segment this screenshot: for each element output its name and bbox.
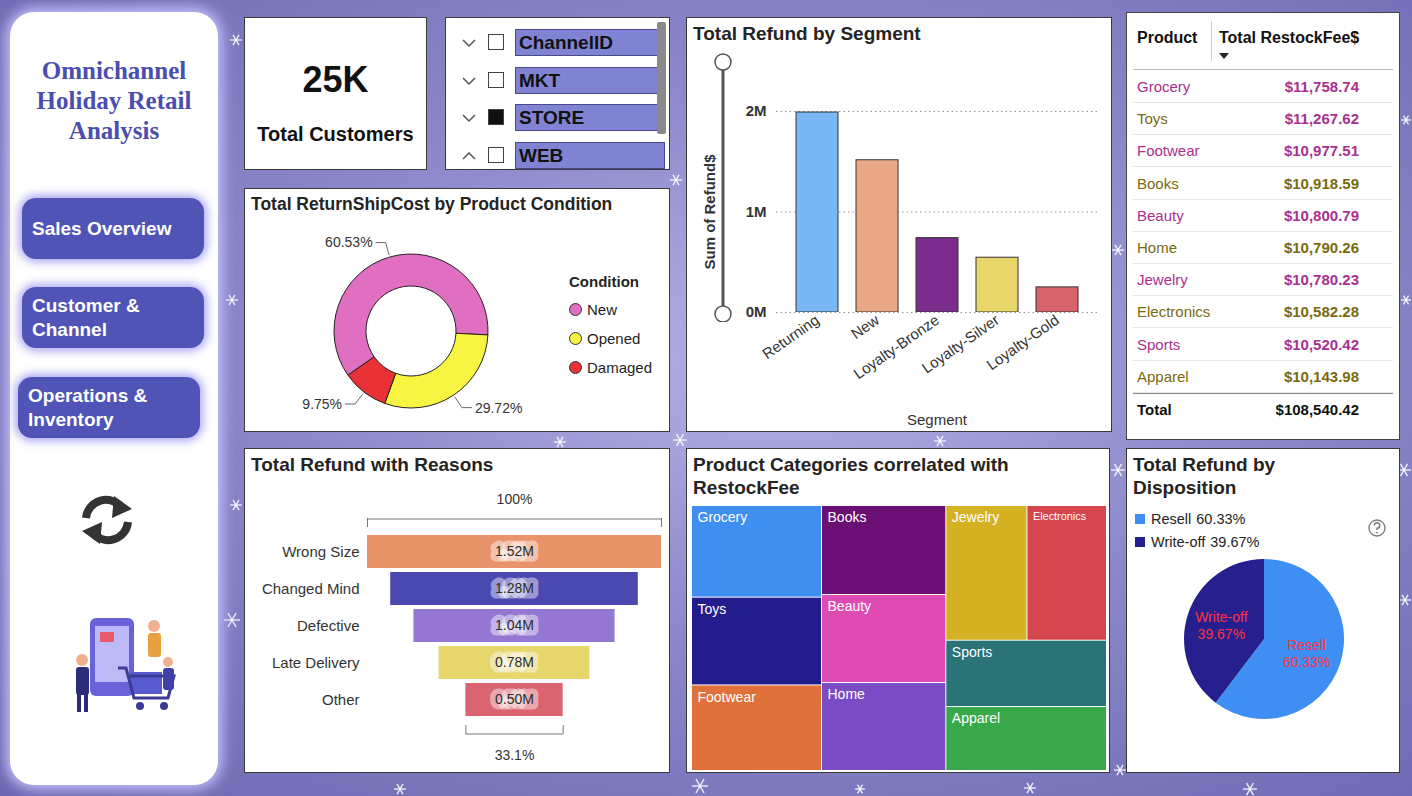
html-text:Write-off 39.67%: Write-off 39.67% xyxy=(1151,533,1260,550)
html-text:Product: Product xyxy=(1137,29,1198,46)
html-text:Apparel: Apparel xyxy=(1137,367,1189,385)
svg-text:1.52M: 1.52M xyxy=(495,543,534,559)
html-text:Total Customers: Total Customers xyxy=(257,123,414,145)
html-text:$10,800.79: $10,800.79 xyxy=(1283,206,1359,224)
html-text:Operations & Inventory: Operations & Inventory xyxy=(28,384,148,430)
html-text:Condition: Condition xyxy=(569,273,639,290)
svg-text:Wrong Size: Wrong Size xyxy=(282,543,359,560)
html-text:Total Refund by Disposition: Total Refund by Disposition xyxy=(1133,454,1276,498)
svg-text:Resell60.33%: Resell60.33% xyxy=(1283,637,1330,670)
html-text:Electronics: Electronics xyxy=(1137,303,1211,321)
svg-text:1M: 1M xyxy=(746,203,767,220)
html-text:Sales Overview: Sales Overview xyxy=(32,217,172,239)
html-text:Total ReturnShipCost by Produc: Total ReturnShipCost by Product Conditio… xyxy=(251,194,613,214)
html-text:$10,520.42: $10,520.42 xyxy=(1283,335,1359,353)
svg-text:Loyalty-Silver: Loyalty-Silver xyxy=(918,311,1002,377)
html-text:$10,780.23: $10,780.23 xyxy=(1283,271,1359,289)
svg-text:60.53%: 60.53% xyxy=(325,234,372,250)
html-text:Damaged: Damaged xyxy=(587,359,652,376)
html-text:$11,758.74: $11,758.74 xyxy=(1284,78,1359,95)
html-text:Home: Home xyxy=(1137,239,1177,256)
html-text:Beauty: Beauty xyxy=(1137,206,1184,224)
svg-text:2M: 2M xyxy=(746,102,767,119)
svg-text:Segment: Segment xyxy=(907,411,968,428)
svg-text:0M: 0M xyxy=(746,303,767,320)
html-text:$11,267.62: $11,267.62 xyxy=(1284,110,1359,128)
svg-text:Electronics: Electronics xyxy=(1033,510,1087,522)
svg-text:0.78M: 0.78M xyxy=(495,654,534,670)
html-text:Total RestockFee$: Total RestockFee$ xyxy=(1219,29,1360,46)
html-text:Jewelry: Jewelry xyxy=(1137,271,1188,289)
html-text:Product Categories correlated: Product Categories correlated with Resto… xyxy=(693,454,1009,498)
html-text:Total: Total xyxy=(1137,401,1172,418)
svg-text:Footwear: Footwear xyxy=(698,689,757,705)
svg-text:Loyalty-Gold: Loyalty-Gold xyxy=(983,311,1062,373)
svg-text:1.04M: 1.04M xyxy=(495,617,534,633)
svg-text:Write-off39.67%: Write-off39.67% xyxy=(1195,609,1247,642)
html-text:$10,582.28: $10,582.28 xyxy=(1283,303,1359,321)
svg-text:Grocery: Grocery xyxy=(698,509,748,525)
svg-text:0.50M: 0.50M xyxy=(495,691,534,707)
html-text:WEB: WEB xyxy=(519,144,564,166)
svg-text:New: New xyxy=(848,311,882,342)
html-text:Sports: Sports xyxy=(1137,335,1181,353)
html-text:$10,918.59: $10,918.59 xyxy=(1283,174,1359,192)
svg-text:Toys: Toys xyxy=(698,601,727,617)
html-text:$10,790.26: $10,790.26 xyxy=(1283,239,1359,256)
svg-text:Home: Home xyxy=(828,686,866,702)
svg-text:Books: Books xyxy=(828,509,867,525)
svg-text:Other: Other xyxy=(322,691,360,708)
html-text:25K: 25K xyxy=(302,59,369,100)
svg-text:Defective: Defective xyxy=(297,617,360,634)
html-text:New: New xyxy=(587,301,617,318)
svg-text:Returning: Returning xyxy=(759,311,822,362)
html-text:$108,540.42: $108,540.42 xyxy=(1275,401,1359,418)
svg-text:100%: 100% xyxy=(497,491,533,507)
html-text:Opened: Opened xyxy=(587,330,641,347)
svg-text:Sum of Refund$: Sum of Refund$ xyxy=(701,154,718,270)
svg-text:Changed Mind: Changed Mind xyxy=(262,580,360,597)
html-text:Resell 60.33%: Resell 60.33% xyxy=(1151,510,1246,527)
svg-text:Jewelry: Jewelry xyxy=(952,509,999,525)
svg-text:1.28M: 1.28M xyxy=(495,580,534,596)
html-text:ChannelID: ChannelID xyxy=(519,32,613,53)
html-text:Toys: Toys xyxy=(1137,110,1168,128)
html-text:Grocery: Grocery xyxy=(1137,78,1191,95)
html-text:$10,977.51: $10,977.51 xyxy=(1283,142,1359,160)
svg-text:Sports: Sports xyxy=(952,644,992,660)
svg-text:Loyalty-Bronze: Loyalty-Bronze xyxy=(850,311,942,383)
html-text:Total Refund by Segment: Total Refund by Segment xyxy=(693,23,921,44)
html-text:Omnichannel Holiday Retail Ana: Omnichannel Holiday Retail Analysis xyxy=(36,57,192,144)
html-text:Footwear: Footwear xyxy=(1137,142,1200,160)
html-text:STORE: STORE xyxy=(519,107,585,128)
html-text:$10,143.98: $10,143.98 xyxy=(1283,367,1359,385)
svg-text:Apparel: Apparel xyxy=(952,710,1000,726)
html-text:MKT: MKT xyxy=(519,69,561,91)
html-text:Books: Books xyxy=(1137,174,1179,192)
svg-text:29.72%: 29.72% xyxy=(475,400,522,416)
svg-text:Beauty: Beauty xyxy=(828,598,872,614)
html-text:Customer & Channel: Customer & Channel xyxy=(32,294,140,340)
svg-text:9.75%: 9.75% xyxy=(302,396,342,412)
html-text:Total Refund with Reasons: Total Refund with Reasons xyxy=(251,454,494,475)
svg-text:33.1%: 33.1% xyxy=(495,747,535,763)
svg-text:Late Delivery: Late Delivery xyxy=(272,654,360,671)
